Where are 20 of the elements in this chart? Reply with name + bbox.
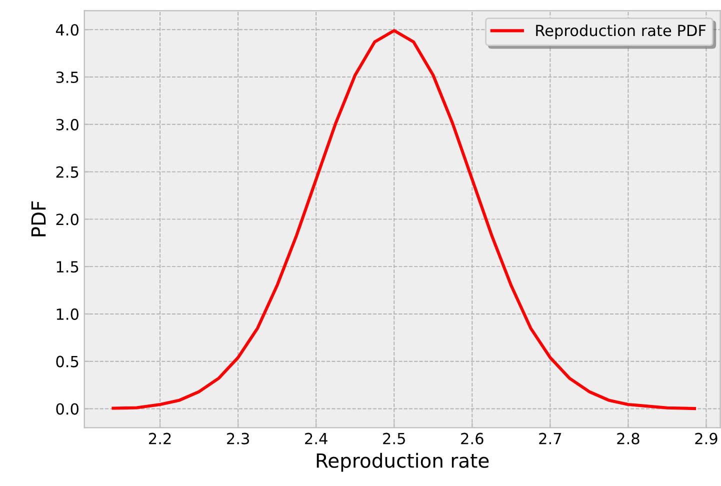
- x-tick-label: 2.4: [305, 432, 328, 444]
- y-tick-label: 4.0: [56, 24, 78, 36]
- y-tick-label: 2.0: [56, 214, 78, 226]
- y-tick-label: 3.0: [56, 118, 78, 130]
- x-tick-label: 2.5: [383, 432, 405, 444]
- x-axis-title: Reproduction rate: [316, 452, 489, 472]
- y-tick-label: 1.0: [56, 308, 78, 320]
- y-tick-label: 2.5: [56, 166, 78, 178]
- x-tick-label: 2.3: [227, 432, 249, 444]
- x-tick-label: 2.6: [461, 432, 484, 444]
- x-tick-label: 2.8: [617, 432, 640, 444]
- x-tick-label: 2.9: [695, 432, 718, 444]
- y-tick-label: 0.5: [56, 356, 78, 368]
- legend-label: Reproduction rate PDF: [536, 24, 706, 40]
- x-tick-label: 2.7: [539, 432, 562, 444]
- x-tick-label: 2.2: [149, 432, 171, 444]
- y-tick-label: 0.0: [56, 403, 78, 415]
- y-tick-label: 1.5: [56, 261, 78, 273]
- y-axis-title: PDF: [31, 201, 46, 236]
- y-tick-label: 3.5: [56, 71, 78, 84]
